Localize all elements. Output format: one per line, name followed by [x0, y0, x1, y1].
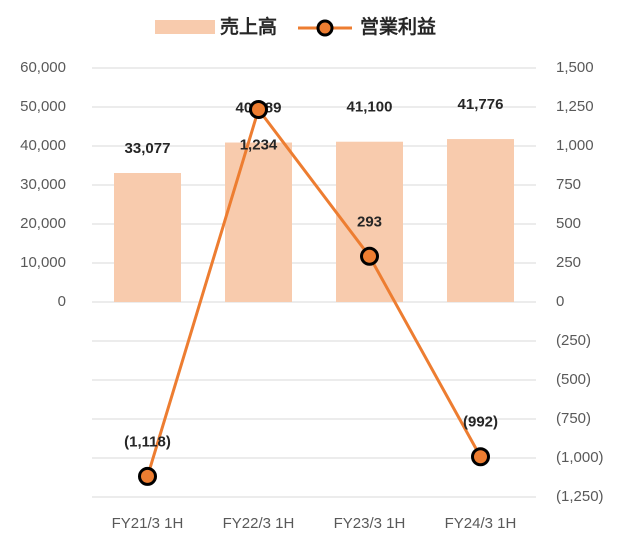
- x-tick-label: FY23/3 1H: [334, 515, 406, 532]
- y-tick-label: 20,000: [20, 215, 66, 232]
- data-label: (1,118): [124, 433, 171, 450]
- y2-tick-label: 500: [556, 215, 581, 232]
- y2-tick-label: 0: [556, 293, 564, 310]
- marker: [471, 447, 490, 467]
- line: [146, 106, 482, 477]
- y2-tick-label: (500): [556, 371, 591, 388]
- y2-tick-label: (750): [556, 410, 591, 427]
- legend-swatch: [155, 20, 215, 34]
- y2-tick-label: 250: [556, 254, 581, 271]
- y-tick-label: 50,000: [20, 98, 66, 115]
- y2-tick-label: 1,500: [556, 59, 594, 76]
- data-label: 1,234: [240, 136, 278, 153]
- y2-tick-label: 750: [556, 176, 581, 193]
- data-label: 293: [357, 213, 382, 230]
- y-tick-label: 0: [58, 293, 66, 310]
- y2-tick-label: 1,000: [556, 137, 594, 154]
- marker: [360, 246, 379, 266]
- y-tick-label: 40,000: [20, 137, 66, 154]
- y2-tick-label: 1,250: [556, 98, 594, 115]
- bar: [225, 142, 292, 302]
- y-tick-label: 10,000: [20, 254, 66, 271]
- data-label: 41,100: [347, 99, 393, 116]
- legend-marker: [316, 19, 334, 37]
- y2-tick-label: (1,250): [556, 488, 604, 505]
- legend-label: 営業利益: [360, 15, 436, 38]
- marker: [138, 466, 157, 486]
- x-tick-label: FY22/3 1H: [223, 515, 295, 532]
- y-tick-label: 30,000: [20, 176, 66, 193]
- bar: [447, 139, 514, 302]
- data-label: 33,077: [125, 140, 171, 157]
- y-tick-label: 60,000: [20, 59, 66, 76]
- y2-tick-label: (250): [556, 332, 591, 349]
- data-label: 41,776: [458, 96, 504, 113]
- data-label: (992): [463, 414, 498, 431]
- x-tick-label: FY24/3 1H: [445, 515, 517, 532]
- marker: [249, 99, 268, 119]
- bar: [336, 141, 403, 302]
- legend-label: 売上高: [220, 15, 277, 38]
- x-tick-label: FY21/3 1H: [112, 515, 184, 532]
- y2-tick-label: (1,000): [556, 449, 604, 466]
- bar: [114, 172, 181, 302]
